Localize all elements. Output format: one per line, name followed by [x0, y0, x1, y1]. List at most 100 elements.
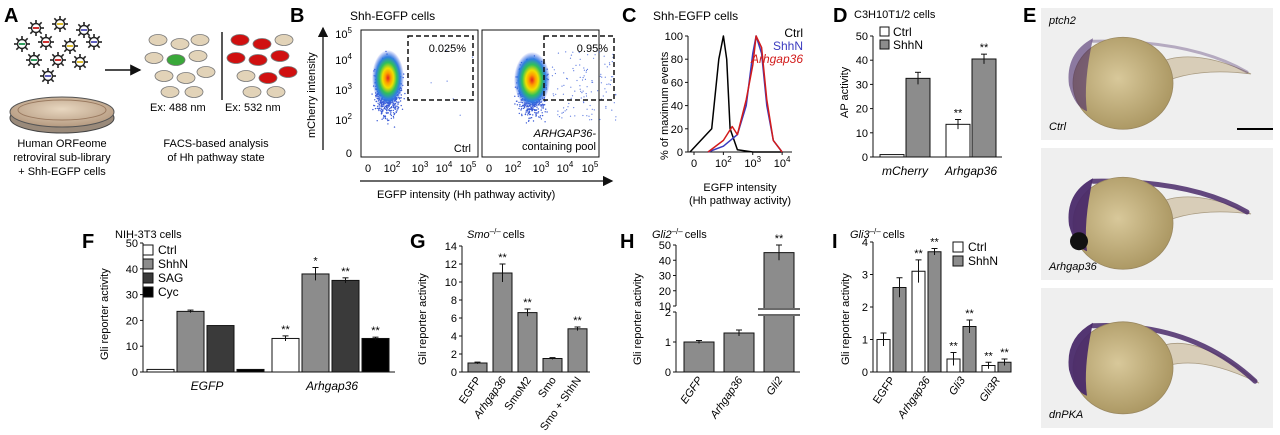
legend-swatch-cyc — [142, 286, 154, 298]
event-dot — [378, 107, 380, 109]
event-dot — [591, 119, 593, 121]
b-ytick: 102 — [335, 112, 352, 127]
b-xtick-base: 10 — [582, 163, 594, 175]
b-xtick: 103 — [533, 160, 550, 175]
cell — [196, 66, 216, 78]
event-dot — [541, 114, 544, 117]
gate-ctrl — [407, 35, 474, 101]
b-xtick-exp: 2 — [396, 160, 401, 169]
ytick-label: 2 — [451, 349, 457, 361]
event-dot — [562, 93, 565, 95]
event-dot — [396, 108, 398, 110]
cell — [184, 86, 204, 98]
b-xtick-exp: 3 — [545, 160, 550, 169]
category-label: Gli3R — [977, 375, 1003, 404]
event-dot — [582, 114, 584, 117]
c-xtick-label: 102 — [715, 155, 732, 170]
ytick-label: 30 — [126, 290, 138, 302]
event-dot — [586, 108, 588, 110]
bar-ctrl-mcherry — [879, 154, 905, 158]
ytick-label: 4 — [862, 237, 868, 249]
f-chart: 01020304050EGFP*******Arhgap36CtrlShhNSA… — [126, 238, 395, 393]
event-dot — [568, 102, 570, 105]
b-ytick-base: 0 — [346, 148, 352, 160]
event-dot — [390, 109, 392, 112]
bar-smo — [542, 358, 563, 373]
event-dot — [542, 107, 545, 109]
significance-mark: ** — [498, 252, 507, 264]
ytick-label: 10 — [126, 341, 138, 353]
event-dot — [397, 103, 399, 105]
cell-culture-dish — [9, 96, 115, 134]
significance-mark: ** — [980, 42, 989, 54]
significance-mark: ** — [1000, 347, 1009, 359]
significance-mark: ** — [930, 237, 939, 249]
i-title-italic: Gli3 — [850, 229, 870, 241]
cell — [170, 38, 190, 50]
event-dot — [610, 76, 613, 78]
event-dot — [382, 117, 385, 119]
category-label: Arhgap36 — [305, 379, 358, 393]
category-label: Arhgap36 — [895, 374, 933, 422]
event-dot — [392, 117, 395, 119]
event-dot — [528, 108, 530, 111]
caption-ctrl: Ctrl — [454, 143, 471, 155]
bar-sag-egfp — [206, 325, 235, 373]
event-dot — [599, 51, 601, 53]
event-dot — [573, 70, 575, 72]
b-xtick-base: 0 — [365, 163, 371, 175]
cell — [144, 52, 164, 64]
event-dot — [397, 106, 399, 108]
bar-shhn-arhgap36 — [971, 58, 997, 158]
event-dot — [459, 114, 461, 116]
embryo-head — [1068, 178, 1093, 252]
event-dot — [601, 76, 603, 78]
event-dot — [521, 114, 523, 117]
event-dot — [615, 119, 617, 121]
event-dot — [518, 107, 520, 110]
event-dot — [377, 102, 379, 105]
event-dot — [561, 117, 563, 119]
panel-f-title: NIH-3T3 cells — [115, 229, 182, 241]
ytick-label: 1 — [862, 335, 868, 347]
ytick-label: 0 — [451, 367, 457, 379]
event-dot — [580, 90, 582, 92]
event-dot — [392, 115, 395, 118]
event-dot — [535, 115, 537, 117]
event-dot — [529, 113, 531, 116]
ytick-label: 4 — [451, 331, 457, 343]
virus-particle — [26, 52, 42, 68]
event-dot — [518, 101, 520, 104]
significance-mark: ** — [341, 266, 350, 278]
bar-shhn-arhgap36 — [927, 251, 942, 373]
panel-f: F NIH-3T3 cells Gli reporter activity 0 1… — [82, 229, 395, 393]
f-ylabel: Gli reporter activity — [99, 268, 111, 360]
ytick-label: 10 — [445, 277, 457, 289]
event-dot — [386, 112, 388, 114]
panel-h: H Gli2–/– cells Gli reporter activity 012… — [620, 227, 800, 422]
event-dot — [576, 79, 578, 82]
event-dot — [557, 88, 559, 90]
event-dot — [530, 117, 533, 119]
event-dot — [396, 105, 398, 107]
event-dot — [380, 108, 382, 110]
category-label: EGFP — [678, 374, 705, 406]
b-ytick-exp: 5 — [348, 26, 353, 35]
b-xtick-exp: 4 — [569, 160, 574, 169]
ytick-label: 20 — [659, 286, 671, 298]
gate-arhgap36-percent: 0.95% — [577, 43, 608, 55]
event-dot — [390, 114, 393, 117]
event-dot — [546, 111, 548, 113]
event-dot — [386, 106, 388, 109]
event-dot — [557, 114, 559, 116]
event-dot — [569, 57, 572, 59]
event-dot — [372, 108, 374, 111]
c-legend-shhn: ShhN — [773, 39, 803, 53]
b-xtick-base: 10 — [460, 163, 472, 175]
panel-d-title: C3H10T1/2 cells — [854, 9, 936, 21]
event-dot — [544, 121, 546, 123]
panel-b-title: Shh-EGFP cells — [350, 9, 435, 23]
flow-plot-ctrl — [360, 29, 479, 158]
event-dot — [519, 104, 521, 106]
